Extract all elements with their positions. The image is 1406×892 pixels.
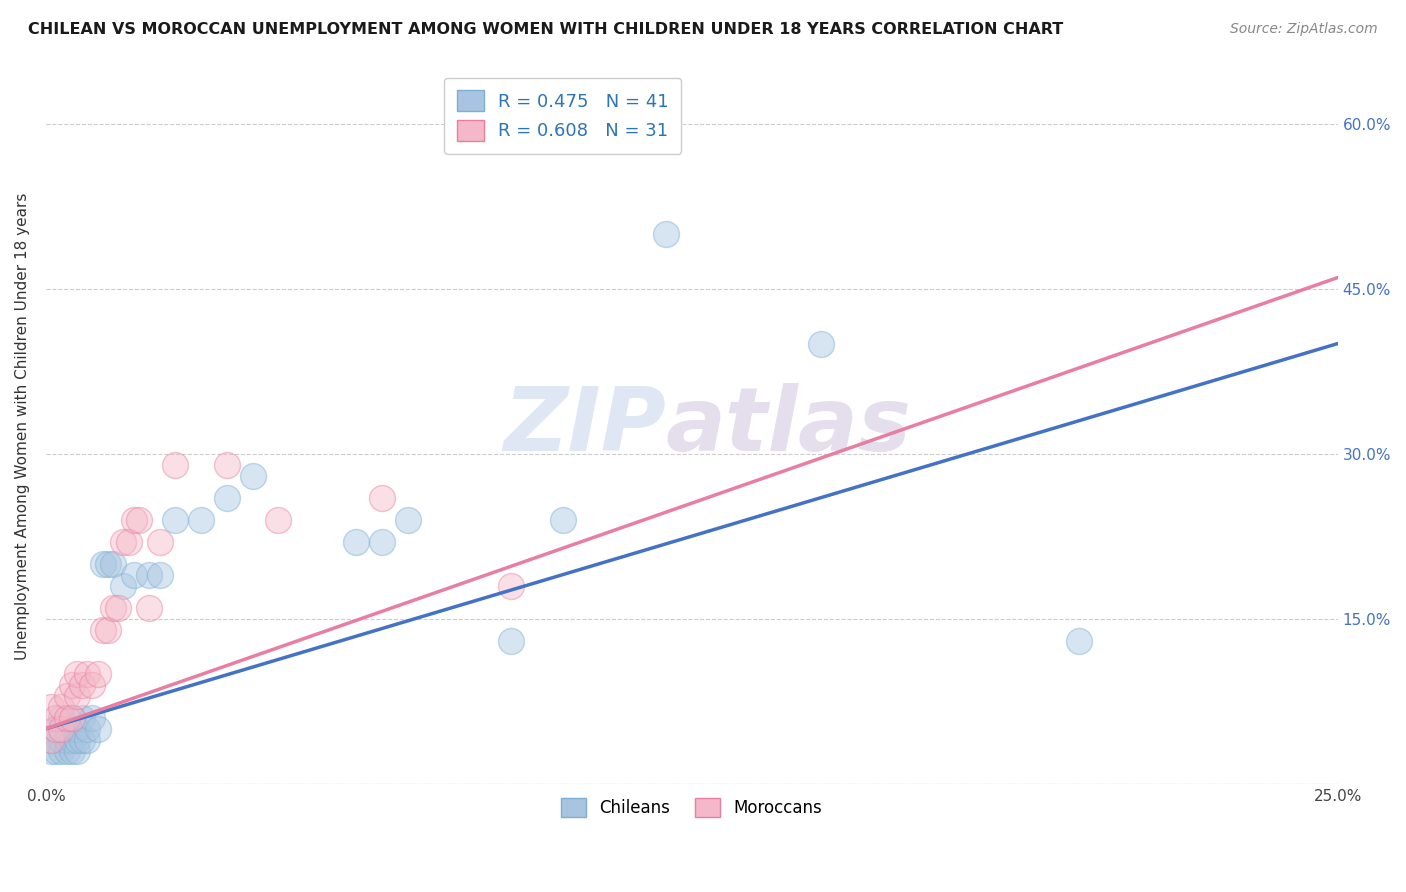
- Point: [215, 458, 238, 472]
- Point: [60, 744, 83, 758]
- Point: [51, 722, 73, 736]
- Point: [138, 600, 160, 615]
- Text: atlas: atlas: [666, 383, 912, 469]
- Point: [371, 491, 394, 505]
- Point: [66, 722, 89, 736]
- Point: [371, 534, 394, 549]
- Point: [45, 722, 67, 736]
- Point: [51, 711, 73, 725]
- Point: [112, 534, 135, 549]
- Point: [107, 600, 129, 615]
- Point: [55, 722, 77, 736]
- Point: [122, 567, 145, 582]
- Point: [242, 468, 264, 483]
- Point: [45, 711, 67, 725]
- Point: [70, 678, 93, 692]
- Legend: Chileans, Moroccans: Chileans, Moroccans: [553, 789, 831, 825]
- Point: [215, 491, 238, 505]
- Text: ZIP: ZIP: [503, 383, 666, 469]
- Y-axis label: Unemployment Among Women with Children Under 18 years: Unemployment Among Women with Children U…: [15, 193, 30, 660]
- Point: [396, 513, 419, 527]
- Point: [55, 689, 77, 703]
- Point: [128, 513, 150, 527]
- Point: [76, 666, 98, 681]
- Point: [66, 744, 89, 758]
- Point: [101, 600, 124, 615]
- Point: [82, 678, 104, 692]
- Point: [91, 623, 114, 637]
- Point: [138, 567, 160, 582]
- Point: [60, 678, 83, 692]
- Point: [267, 513, 290, 527]
- Point: [551, 513, 574, 527]
- Point: [499, 633, 522, 648]
- Point: [76, 732, 98, 747]
- Point: [55, 711, 77, 725]
- Point: [51, 732, 73, 747]
- Point: [101, 557, 124, 571]
- Point: [97, 623, 120, 637]
- Point: [86, 722, 108, 736]
- Point: [122, 513, 145, 527]
- Text: CHILEAN VS MOROCCAN UNEMPLOYMENT AMONG WOMEN WITH CHILDREN UNDER 18 YEARS CORREL: CHILEAN VS MOROCCAN UNEMPLOYMENT AMONG W…: [28, 22, 1063, 37]
- Point: [39, 732, 62, 747]
- Point: [117, 534, 139, 549]
- Point: [344, 534, 367, 549]
- Point: [97, 557, 120, 571]
- Point: [51, 744, 73, 758]
- Point: [70, 732, 93, 747]
- Text: Source: ZipAtlas.com: Source: ZipAtlas.com: [1230, 22, 1378, 37]
- Point: [810, 336, 832, 351]
- Point: [1069, 633, 1091, 648]
- Point: [39, 744, 62, 758]
- Point: [60, 711, 83, 725]
- Point: [60, 732, 83, 747]
- Point: [190, 513, 212, 527]
- Point: [149, 534, 172, 549]
- Point: [39, 732, 62, 747]
- Point: [45, 722, 67, 736]
- Point: [76, 722, 98, 736]
- Point: [165, 458, 187, 472]
- Point: [70, 711, 93, 725]
- Point: [66, 666, 89, 681]
- Point: [112, 579, 135, 593]
- Point: [82, 711, 104, 725]
- Point: [51, 699, 73, 714]
- Point: [165, 513, 187, 527]
- Point: [91, 557, 114, 571]
- Point: [39, 699, 62, 714]
- Point: [86, 666, 108, 681]
- Point: [499, 579, 522, 593]
- Point: [66, 732, 89, 747]
- Point: [149, 567, 172, 582]
- Point: [55, 732, 77, 747]
- Point: [655, 227, 678, 241]
- Point: [55, 744, 77, 758]
- Point: [66, 689, 89, 703]
- Point: [45, 744, 67, 758]
- Point: [60, 711, 83, 725]
